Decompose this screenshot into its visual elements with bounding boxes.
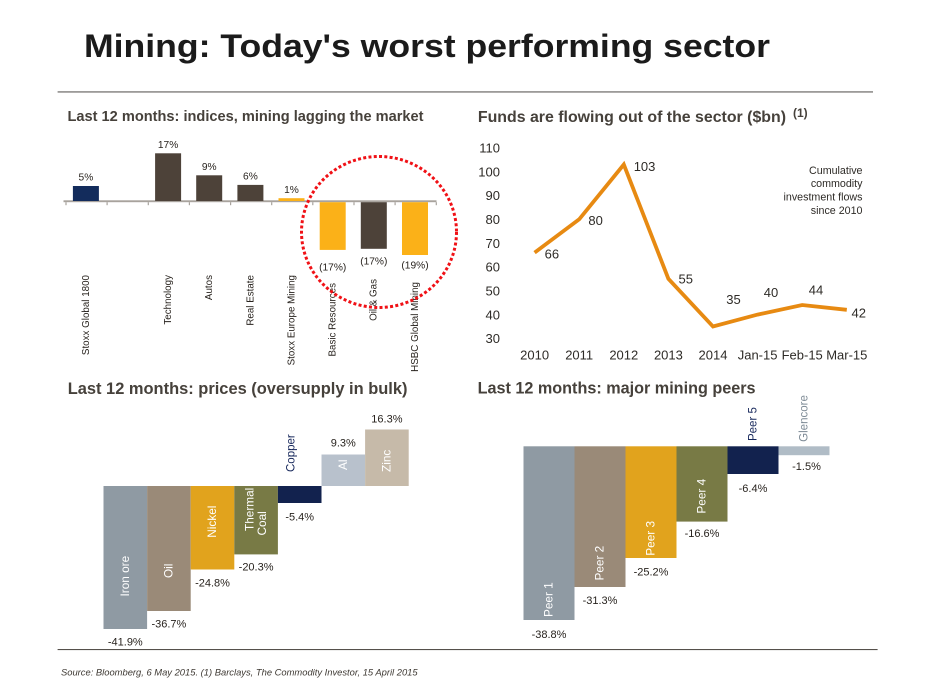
svg-text:-16.6%: -16.6% [685, 528, 720, 540]
svg-text:Autos: Autos [204, 275, 215, 300]
svg-text:2013: 2013 [654, 348, 683, 363]
svg-text:80: 80 [588, 213, 602, 228]
svg-text:17%: 17% [158, 140, 178, 151]
svg-text:-38.8%: -38.8% [532, 629, 567, 641]
svg-text:9%: 9% [202, 162, 217, 173]
svg-text:investment flows: investment flows [784, 192, 863, 204]
svg-text:2011: 2011 [565, 348, 593, 363]
svg-text:Peer 3: Peer 3 [644, 521, 658, 556]
svg-text:(17%): (17%) [360, 257, 387, 268]
svg-text:35: 35 [726, 292, 740, 307]
svg-text:Coal: Coal [255, 511, 269, 535]
svg-text:6%: 6% [243, 171, 258, 182]
svg-text:103: 103 [634, 159, 656, 174]
svg-text:-24.8%: -24.8% [195, 578, 230, 590]
svg-text:Cumulative: Cumulative [809, 165, 863, 177]
svg-text:-41.9%: -41.9% [108, 637, 143, 649]
svg-text:30: 30 [486, 331, 500, 346]
svg-text:40: 40 [764, 285, 778, 300]
svg-text:40: 40 [486, 307, 500, 322]
svg-text:Real Estate: Real Estate [245, 274, 256, 325]
svg-text:Mining: Today's worst performi: Mining: Today's worst performing sector [84, 28, 770, 64]
svg-text:Last 12 months: indices, minin: Last 12 months: indices, mining lagging … [68, 109, 424, 125]
svg-text:Peer 5: Peer 5 [747, 407, 759, 441]
svg-text:Last 12 months: prices (oversu: Last 12 months: prices (oversupply in bu… [68, 380, 408, 398]
svg-text:Al: Al [336, 460, 350, 471]
svg-text:70: 70 [486, 236, 500, 251]
svg-text:(1): (1) [793, 106, 808, 120]
svg-text:Iron ore: Iron ore [118, 555, 132, 596]
svg-text:Stoxx Europe Mining: Stoxx Europe Mining [286, 275, 297, 365]
svg-text:since 2010: since 2010 [811, 205, 863, 217]
svg-text:(17%): (17%) [319, 263, 346, 274]
svg-text:-20.3%: -20.3% [239, 562, 274, 574]
svg-text:44: 44 [809, 283, 823, 298]
svg-text:Basic Resources: Basic Resources [328, 283, 339, 357]
svg-text:(19%): (19%) [401, 261, 428, 272]
svg-text:HSBC Global Mining: HSBC Global Mining [410, 282, 421, 372]
svg-text:Jan-15: Jan-15 [738, 348, 778, 363]
svg-text:Last 12 months: major mining p: Last 12 months: major mining peers [478, 380, 756, 398]
svg-text:Glencore: Glencore [798, 395, 810, 442]
svg-text:1%: 1% [284, 185, 299, 196]
svg-text:Peer 2: Peer 2 [593, 546, 607, 581]
svg-text:Nickel: Nickel [205, 506, 219, 538]
svg-text:Mar-15: Mar-15 [826, 348, 867, 363]
svg-text:110: 110 [479, 141, 500, 156]
svg-text:5%: 5% [79, 172, 94, 183]
svg-text:-31.3%: -31.3% [583, 595, 618, 607]
svg-text:66: 66 [545, 246, 559, 261]
svg-text:100: 100 [478, 164, 500, 179]
svg-text:60: 60 [486, 260, 500, 275]
svg-text:9.3%: 9.3% [331, 438, 356, 450]
svg-text:16.3%: 16.3% [371, 413, 402, 425]
svg-text:Oil & Gas: Oil & Gas [369, 279, 380, 321]
svg-text:Zinc: Zinc [379, 450, 393, 472]
svg-text:Funds are flowing out of the s: Funds are flowing out of the sector ($bn… [478, 109, 786, 126]
svg-text:Copper: Copper [285, 434, 297, 472]
svg-text:Oil: Oil [161, 564, 175, 578]
svg-text:Feb-15: Feb-15 [782, 348, 823, 363]
svg-text:-25.2%: -25.2% [634, 567, 669, 579]
svg-text:Peer 1: Peer 1 [542, 582, 556, 617]
svg-text:-6.4%: -6.4% [739, 483, 768, 495]
svg-text:2012: 2012 [609, 348, 638, 363]
svg-text:Stoxx Global 1800: Stoxx Global 1800 [81, 274, 92, 355]
svg-text:Source: Bloomberg, 6 May 2015.: Source: Bloomberg, 6 May 2015. (1) Barcl… [61, 667, 418, 678]
svg-text:42: 42 [852, 306, 866, 321]
svg-text:Thermal: Thermal [242, 488, 256, 531]
svg-text:90: 90 [486, 188, 500, 203]
svg-text:-36.7%: -36.7% [151, 619, 186, 631]
svg-text:2014: 2014 [699, 348, 728, 363]
svg-text:50: 50 [486, 284, 500, 299]
svg-text:commodity: commodity [811, 178, 863, 190]
svg-text:80: 80 [486, 212, 500, 227]
svg-text:-5.4%: -5.4% [285, 512, 314, 524]
svg-text:-1.5%: -1.5% [792, 461, 821, 473]
svg-text:2010: 2010 [520, 348, 549, 363]
svg-text:55: 55 [679, 272, 693, 287]
svg-text:Peer 4: Peer 4 [695, 478, 709, 513]
svg-text:Technology: Technology [163, 275, 174, 325]
